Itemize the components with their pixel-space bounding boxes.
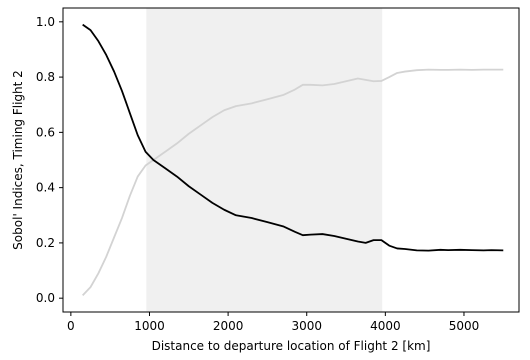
y-axis-label: Sobol' Indices, Timing Flight 2 — [11, 70, 25, 250]
y-tick-label: 0.0 — [36, 291, 55, 305]
x-tick-label: 0 — [67, 319, 75, 333]
y-tick-label: 1.0 — [36, 15, 55, 29]
x-axis-label: Distance to departure location of Flight… — [152, 339, 431, 353]
y-axis-ticks: 0.0 0.2 0.4 0.6 0.8 1.0 — [36, 15, 63, 305]
shaded-region-layer — [146, 8, 383, 312]
series-line-2 — [82, 68, 504, 297]
y-tick-label: 0.4 — [36, 181, 55, 195]
y-tick-label: 0.6 — [36, 125, 55, 139]
x-axis-ticks: 0 1000 2000 3000 4000 5000 — [67, 312, 479, 333]
axes-layer — [62, 7, 520, 313]
x-tick-label: 2000 — [213, 319, 244, 333]
series-layer — [82, 23, 504, 297]
shaded-region — [146, 8, 383, 312]
y-tick-label: 0.8 — [36, 70, 55, 84]
series-line-1 — [82, 23, 504, 252]
x-tick-label: 1000 — [134, 319, 165, 333]
x-tick-label: 3000 — [291, 319, 322, 333]
x-tick-label: 5000 — [449, 319, 480, 333]
y-tick-label: 0.2 — [36, 236, 55, 250]
plot-frame — [62, 7, 520, 313]
x-tick-label: 4000 — [370, 319, 401, 333]
